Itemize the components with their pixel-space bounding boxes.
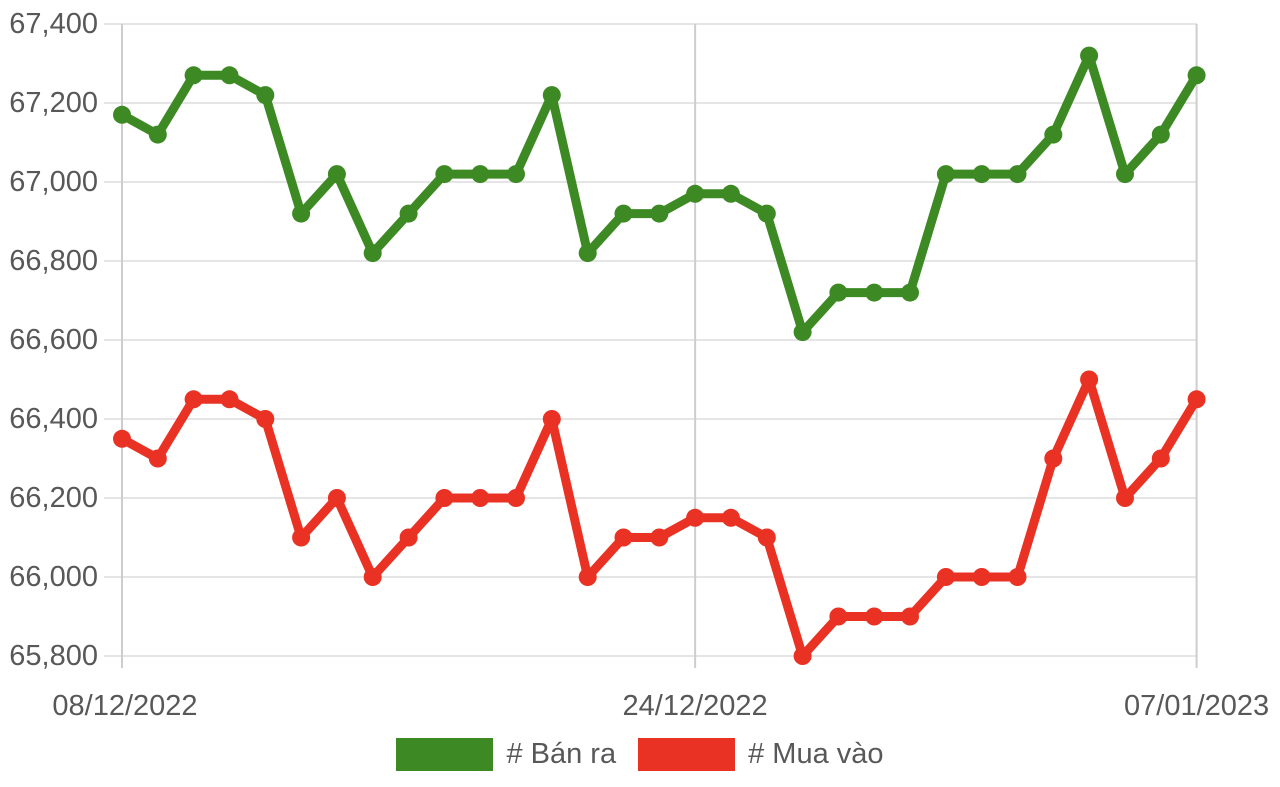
data-point	[686, 508, 705, 527]
data-point	[829, 607, 848, 626]
legend-item-mua-vao[interactable]: # Mua vào	[638, 738, 884, 771]
data-point	[686, 184, 705, 203]
data-point	[113, 105, 131, 124]
data-point	[901, 607, 919, 626]
series-lines	[117, 51, 1202, 661]
data-point	[507, 489, 525, 507]
data-point	[113, 429, 131, 448]
y-axis-labels: 67,400 67,200 67,000 66,800 66,600 66,400 66,2…	[9, 8, 98, 672]
chart-legend: # Bán ra # Mua vào	[0, 738, 1280, 771]
data-point	[256, 410, 275, 428]
data-point	[471, 165, 490, 184]
legend-swatch-ban-ra	[396, 738, 494, 771]
legend-label-ban-ra: # Bán ra	[506, 738, 617, 770]
data-point	[184, 390, 203, 409]
data-point	[507, 165, 525, 184]
data-point	[399, 204, 418, 223]
data-point	[220, 390, 239, 409]
data-point	[471, 489, 490, 507]
legend-label-mua-vao: # Mua vào	[748, 738, 884, 770]
data-point	[292, 528, 311, 547]
data-point	[578, 568, 597, 586]
data-point	[184, 66, 203, 85]
data-point	[1187, 390, 1206, 409]
data-point	[1116, 165, 1134, 184]
data-point	[148, 449, 167, 468]
data-point	[757, 528, 776, 547]
data-point	[901, 283, 919, 302]
y-axis-label: 66,600	[9, 324, 98, 356]
data-point	[650, 204, 669, 223]
y-axis-label: 67,400	[9, 8, 98, 40]
data-point	[542, 410, 561, 428]
legend-item-ban-ra[interactable]: # Bán ra	[396, 738, 616, 771]
series-line-1	[117, 375, 1202, 661]
data-point	[542, 86, 561, 105]
data-point	[1080, 46, 1099, 65]
y-axis-label: 67,200	[9, 87, 98, 119]
y-axis-label: 66,200	[9, 482, 98, 514]
data-point	[614, 528, 633, 547]
y-axis-label: 67,000	[9, 166, 98, 198]
data-point	[865, 607, 884, 626]
data-point	[435, 165, 454, 184]
data-point	[256, 86, 275, 105]
data-point	[650, 528, 669, 547]
data-point	[936, 568, 955, 586]
y-axis-label: 66,800	[9, 245, 98, 277]
line-chart: 67,400 67,200 67,000 66,800 66,600 66,400 66,2…	[9, 8, 1269, 722]
data-point	[793, 647, 812, 665]
data-point	[399, 528, 418, 547]
series-line-0	[117, 51, 1202, 337]
data-point	[1044, 125, 1063, 144]
vertical-gridlines	[121, 24, 1198, 668]
data-point	[1151, 125, 1170, 144]
x-axis-label: 24/12/2022	[623, 690, 768, 722]
data-point	[721, 184, 740, 203]
data-point	[1080, 370, 1099, 389]
data-point	[327, 165, 346, 184]
data-point	[865, 283, 884, 302]
data-point	[292, 204, 311, 223]
x-axis-label: 08/12/2022	[52, 690, 197, 722]
data-point	[1151, 449, 1170, 468]
y-axis-label: 66,400	[9, 403, 98, 435]
data-point	[793, 323, 812, 342]
data-point	[972, 165, 991, 184]
data-point	[829, 283, 848, 302]
data-point	[1008, 165, 1027, 184]
y-axis-label: 66,000	[9, 561, 98, 593]
data-point	[148, 125, 167, 144]
data-point	[1008, 568, 1027, 586]
data-point	[220, 66, 239, 85]
data-point	[1187, 66, 1206, 85]
series-markers	[113, 46, 1206, 665]
data-point	[363, 568, 382, 586]
data-point	[327, 489, 346, 507]
x-axis-label: 07/01/2023	[1124, 690, 1269, 722]
x-axis-labels: 08/12/2022 24/12/2022 07/01/2023	[52, 690, 1269, 722]
data-point	[757, 204, 776, 223]
data-point	[614, 204, 633, 223]
data-point	[1116, 489, 1134, 507]
y-axis-label: 65,800	[9, 640, 98, 672]
data-point	[936, 165, 955, 184]
data-point	[972, 568, 991, 586]
data-point	[578, 244, 597, 263]
data-point	[721, 508, 740, 527]
data-point	[435, 489, 454, 507]
data-point	[363, 244, 382, 263]
data-point	[1044, 449, 1063, 468]
legend-swatch-mua-vao	[638, 738, 736, 771]
